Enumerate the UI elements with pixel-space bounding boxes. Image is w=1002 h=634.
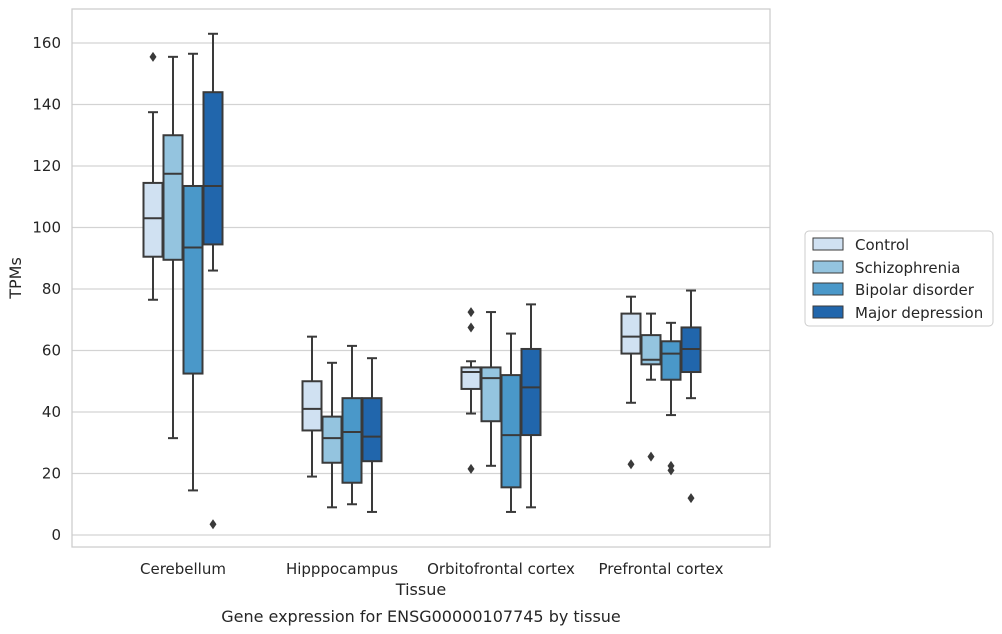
- x-axis-title: Tissue: [395, 580, 446, 599]
- outlier-point: [467, 307, 475, 318]
- iqr-box: [341, 397, 363, 484]
- box-prefrontal-cortex-bipolar-disorder: [660, 321, 682, 476]
- iqr-box: [500, 374, 522, 489]
- box-orbitofrontal-cortex-major-depression: [520, 303, 542, 509]
- iqr-box: [202, 91, 224, 246]
- boxes: [142, 32, 702, 530]
- iqr-box: [142, 181, 164, 258]
- outlier-point: [687, 493, 695, 504]
- iqr-box: [301, 380, 323, 432]
- legend-swatch-schizophrenia: [812, 260, 844, 274]
- y-tick-label: 20: [42, 465, 61, 483]
- outlier-point: [667, 465, 675, 476]
- legend-label-control: Control: [855, 236, 909, 254]
- outlier-point: [209, 519, 217, 530]
- legend-label-schizophrenia: Schizophrenia: [855, 259, 960, 277]
- y-axis-ticks: 0 20 40 60 80 100 120 140 160: [32, 34, 61, 544]
- box-prefrontal-cortex-control: [620, 295, 642, 470]
- x-tick-label-orbitofrontal-cortex: Orbitofrontal cortex: [427, 560, 575, 578]
- y-tick-label: 100: [32, 219, 61, 237]
- outlier-point: [627, 459, 635, 470]
- legend-label-major-depression: Major depression: [855, 304, 983, 322]
- y-tick-label: 40: [42, 403, 61, 421]
- box-prefrontal-cortex-major-depression: [680, 289, 702, 504]
- y-tick-label: 0: [51, 526, 61, 544]
- box-orbitofrontal-cortex-control: [460, 307, 482, 474]
- y-tick-label: 120: [32, 157, 61, 175]
- box-hipppocampus-schizophrenia: [321, 361, 343, 509]
- iqr-box: [460, 366, 482, 390]
- box-hipppocampus-major-depression: [361, 357, 383, 513]
- plot-frame: [71, 8, 771, 548]
- y-tick-label: 80: [42, 280, 61, 298]
- legend-label-bipolar-disorder: Bipolar disorder: [855, 281, 975, 299]
- box-cerebellum-control: [142, 51, 164, 301]
- box-orbitofrontal-cortex-schizophrenia: [480, 311, 502, 467]
- box-orbitofrontal-cortex-bipolar-disorder: [500, 332, 522, 513]
- box-cerebellum-bipolar-disorder: [182, 52, 204, 492]
- box-cerebellum-schizophrenia: [162, 55, 184, 440]
- box-cerebellum-major-depression: [202, 32, 224, 530]
- box-hipppocampus-bipolar-disorder: [341, 344, 363, 506]
- x-axis-ticks: Cerebellum Hipppocampus Orbitofrontal cort…: [140, 560, 724, 578]
- outlier-point: [467, 463, 475, 474]
- outlier-point: [149, 51, 157, 62]
- iqr-box: [321, 415, 343, 464]
- y-tick-label: 160: [32, 34, 61, 52]
- legend-swatch-control: [812, 237, 844, 251]
- legend: Control Schizophrenia Bipolar disorder M…: [804, 230, 994, 327]
- iqr-box: [361, 397, 383, 463]
- y-tick-label: 60: [42, 342, 61, 360]
- y-tick-label: 140: [32, 96, 61, 114]
- chart-caption: Gene expression for ENSG00000107745 by t…: [221, 607, 621, 626]
- legend-swatch-major-depression: [812, 305, 844, 319]
- iqr-box: [520, 347, 542, 437]
- iqr-box: [660, 340, 682, 381]
- gridlines: [72, 42, 770, 536]
- x-tick-label-cerebellum: Cerebellum: [140, 560, 226, 578]
- iqr-box: [162, 134, 184, 261]
- box-prefrontal-cortex-schizophrenia: [640, 312, 662, 462]
- iqr-box: [182, 184, 204, 375]
- iqr-box: [480, 366, 502, 423]
- box-hipppocampus-control: [301, 335, 323, 478]
- legend-swatch-bipolar-disorder: [812, 282, 844, 296]
- legend-frame: [804, 230, 994, 327]
- y-axis-title: TPMs: [6, 257, 25, 300]
- x-tick-label-prefrontal-cortex: Prefrontal cortex: [599, 560, 724, 578]
- outlier-point: [467, 322, 475, 333]
- iqr-box: [620, 312, 642, 355]
- outlier-point: [647, 451, 655, 462]
- x-tick-label-hipppocampus: Hipppocampus: [286, 560, 398, 578]
